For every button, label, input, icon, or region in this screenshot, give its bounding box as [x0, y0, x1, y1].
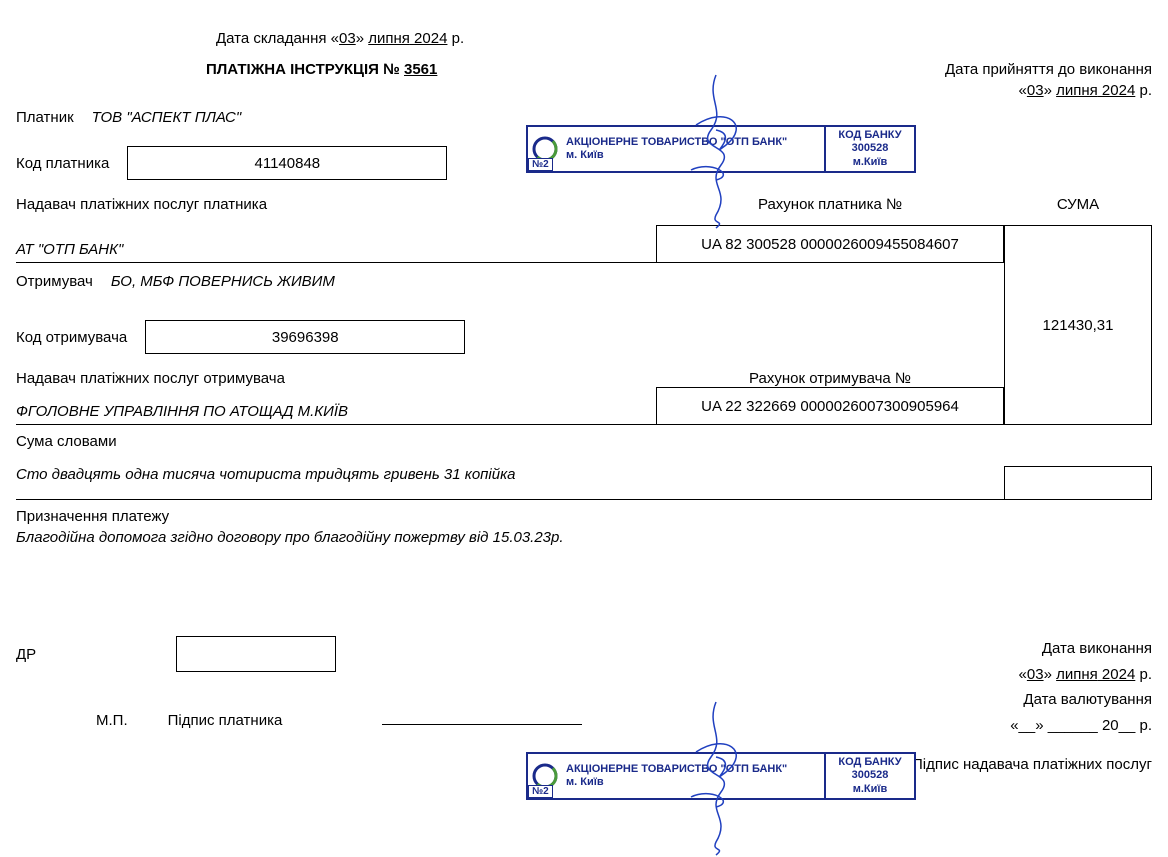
payer-label: Платник [16, 109, 74, 126]
payer-code-value: 41140848 [127, 146, 447, 180]
receiver-code-value: 39696398 [145, 320, 465, 354]
val-date: «__» ______ 20__ р. [912, 713, 1152, 739]
mp-label: М.П. [96, 712, 128, 729]
receiver-bank: ФГОЛОВНЕ УПРАВЛІННЯ ПО АТОЩАД М.КИЇВ [16, 387, 656, 425]
receiver-code-label: Код отримувача [16, 329, 127, 346]
sum-value: 121430,31 [1004, 263, 1152, 387]
bank-stamp-bottom: АКЦІОНЕРНЕ ТОВАРИСТВО "ОТП БАНК" м. Київ… [526, 752, 918, 800]
receiver-account-label: Рахунок отримувача № [656, 356, 1004, 387]
payer-code-label: Код платника [16, 155, 109, 172]
amount-in-words: Сто двадцять одна тисяча чотириста тридц… [16, 466, 1004, 500]
accept-date: Дата прийняття до виконання «03» липня 2… [945, 61, 1152, 99]
bank-stamp-top: АКЦІОНЕРНЕ ТОВАРИСТВО "ОТП БАНК" м. Київ… [526, 125, 918, 173]
receiver-provider-label: Надавач платіжних послуг отримувача [16, 370, 656, 387]
dr-box [176, 636, 336, 672]
purpose-label: Призначення платежу [16, 508, 1152, 525]
sum-label: СУМА [1004, 196, 1152, 213]
payer-name: ТОВ "АСПЕКТ ПЛАС" [92, 109, 242, 126]
payer-account-label: Рахунок платника № [656, 196, 1004, 213]
compose-date: Дата складання «03» липня 2024 р. [216, 30, 1152, 47]
payer-account: UA 82 300528 0000026009455084607 [656, 225, 1004, 263]
exec-date: «03» липня 2024 р. [912, 662, 1152, 688]
exec-date-label: Дата виконання [912, 636, 1152, 662]
purpose-text: Благодійна допомога згідно договору про … [16, 529, 1152, 546]
receiver-name: БО, МБФ ПОВЕРНИСЬ ЖИВИМ [111, 273, 335, 290]
signature-line [382, 724, 582, 725]
payer-signature-label: Підпис платника [168, 712, 283, 729]
words-label: Сума словами [16, 433, 1152, 450]
doc-title: ПЛАТІЖНА ІНСТРУКЦІЯ № 3561 [206, 61, 437, 78]
receiver-account: UA 22 322669 0000026007300905964 [656, 387, 1004, 425]
payer-bank: АТ "ОТП БАНК" [16, 225, 656, 263]
receiver-label: Отримувач [16, 273, 93, 290]
val-date-label: Дата валютування [912, 687, 1152, 713]
payer-provider-label: Надавач платіжних послуг платника [16, 196, 656, 213]
dr-label: ДР [16, 646, 36, 663]
words-empty-box [1004, 466, 1152, 500]
provider-signature-label: Підпис надавача платіжних послуг [912, 752, 1152, 778]
